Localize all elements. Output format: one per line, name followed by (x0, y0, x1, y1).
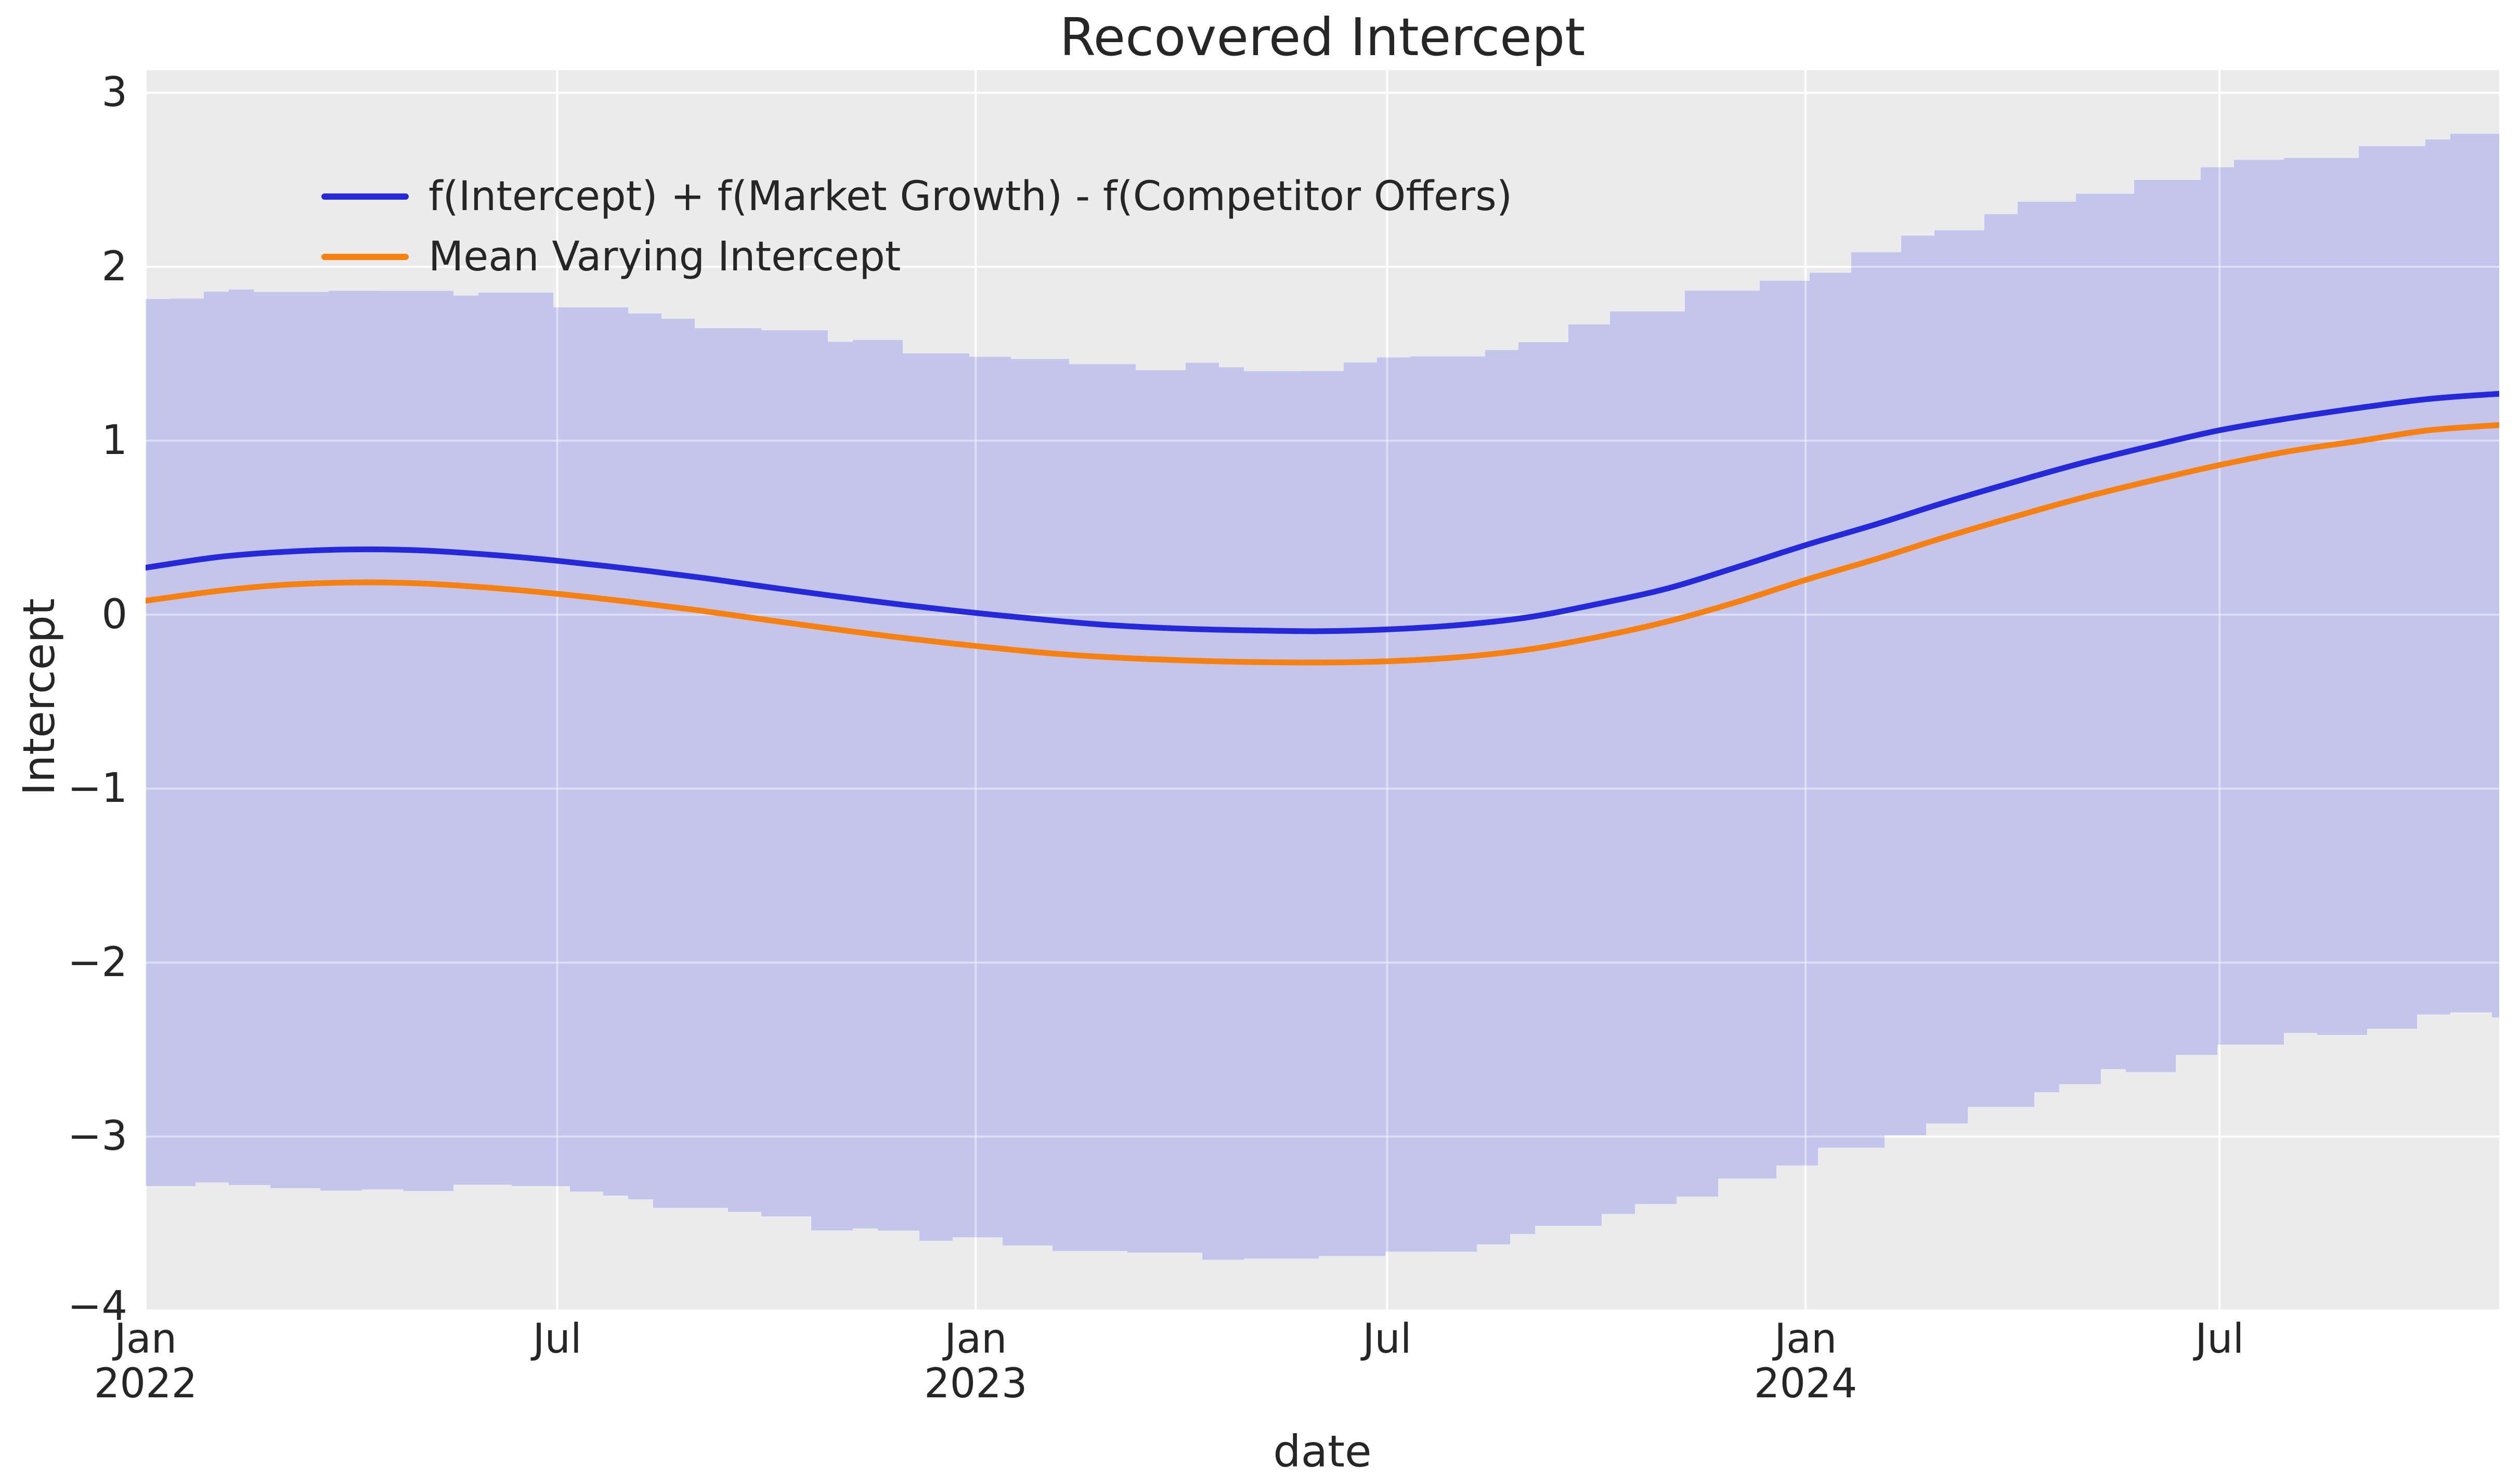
x-tick-year: 2022 (94, 1360, 198, 1407)
legend-label: Mean Varying Intercept (428, 233, 901, 280)
series-line-0 (146, 391, 2499, 634)
x-tick-label: Jul (2115, 1317, 2323, 1361)
x-tick-month: Jul (532, 1316, 582, 1362)
x-tick-month: Jan (944, 1316, 1007, 1362)
x-tick-month: Jan (114, 1316, 177, 1362)
legend-line-swatch-orange (321, 254, 409, 260)
legend-line-swatch-blue (321, 193, 409, 200)
credible-interval-band (146, 134, 2499, 1260)
x-tick-label: Jan 2023 (872, 1317, 1080, 1406)
x-tick-label: Jul (453, 1317, 661, 1361)
y-tick-label: 2 (101, 243, 127, 290)
y-tick-label: 1 (101, 417, 127, 464)
x-tick-month: Jul (2195, 1316, 2244, 1362)
plot-area: f(Intercept) + f(Market Growth) - f(Comp… (146, 70, 2499, 1310)
y-tick-label: −3 (68, 1113, 127, 1160)
x-tick-month: Jul (1362, 1316, 1412, 1362)
y-tick-label: −2 (68, 939, 127, 986)
chart-title: Recovered Intercept (1059, 7, 1586, 68)
y-tick-label: 0 (101, 591, 127, 638)
x-axis-label: date (1273, 1426, 1372, 1477)
x-tick-year: 2024 (1753, 1360, 1857, 1407)
x-tick-label: Jan 2024 (1701, 1317, 1910, 1406)
x-tick-year: 2023 (924, 1360, 1028, 1407)
y-tick-label: −4 (68, 1283, 127, 1330)
x-tick-month: Jan (1774, 1316, 1837, 1362)
series-line-1 (146, 422, 2499, 666)
legend: f(Intercept) + f(Market Growth) - f(Comp… (321, 166, 1512, 287)
legend-item-sum-function: f(Intercept) + f(Market Growth) - f(Comp… (321, 166, 1512, 227)
y-tick-label: −1 (68, 765, 127, 812)
legend-item-mean-varying-intercept: Mean Varying Intercept (321, 227, 1512, 287)
x-tick-label: Jan 2022 (42, 1317, 250, 1406)
legend-label: f(Intercept) + f(Market Growth) - f(Comp… (428, 173, 1513, 220)
x-tick-label: Jul (1283, 1317, 1491, 1361)
chart-canvas (146, 70, 2499, 1310)
y-tick-label: 3 (101, 69, 127, 116)
